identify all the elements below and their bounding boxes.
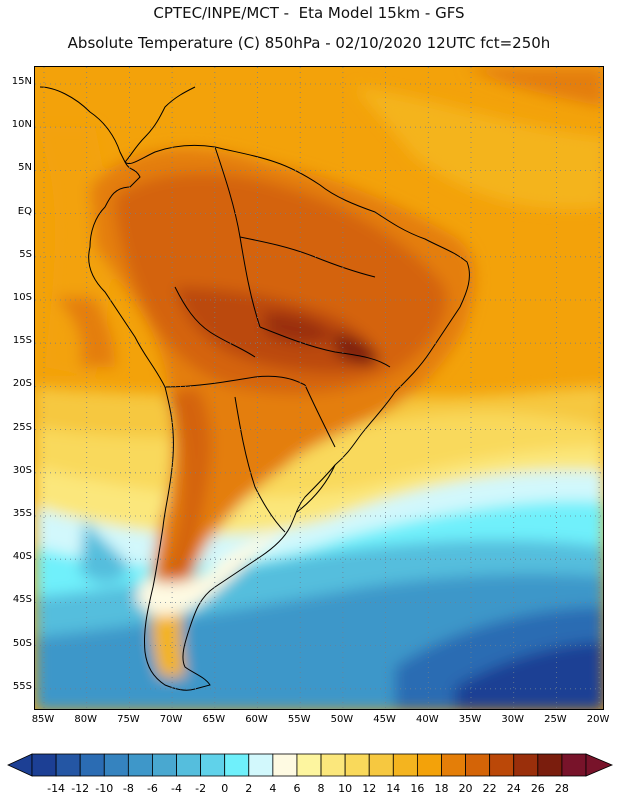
colorbar-swatch: [368, 753, 394, 777]
title-line-2: Absolute Temperature (C) 850hPa - 02/10/…: [67, 34, 551, 52]
colorbar-tick-label: -14: [47, 782, 66, 795]
colorbar-swatch: [537, 753, 563, 777]
colorbar-tick-label: 18: [434, 782, 449, 795]
colorbar-swatch: [344, 753, 370, 777]
lat-label: 10N: [11, 119, 32, 131]
temperature-fields: [35, 67, 603, 709]
lat-label: 15N: [11, 76, 32, 87]
colorbar-tick-label: -10: [95, 782, 114, 795]
lon-label: 75W: [117, 714, 140, 725]
colorbar-tick-label: 26: [530, 782, 545, 795]
lat-label: EQ: [17, 205, 32, 217]
lon-label: 70W: [159, 714, 183, 725]
lon-label: 30W: [501, 714, 524, 725]
colorbar-tick-label: 2: [245, 782, 253, 795]
colorbar-tick-label: 6: [293, 782, 301, 795]
colorbar-tick-label: 20: [458, 782, 473, 795]
lon-label: 85W: [31, 714, 55, 725]
colorbar-tick-label: 10: [338, 782, 353, 795]
colorbar-swatch: [224, 753, 250, 777]
colorbar-swatch: [79, 753, 105, 777]
colorbar-swatch: [55, 753, 81, 777]
lat-label: 10S: [12, 292, 32, 303]
colorbar-tick-label: -2: [195, 782, 207, 795]
colorbar-swatch: [248, 753, 274, 777]
colorbar-max-arrow: [585, 753, 614, 777]
colorbar-swatch: [416, 753, 442, 777]
lon-label: 25W: [544, 714, 567, 725]
colorbar-swatch: [561, 753, 587, 777]
lon-label: 80W: [74, 714, 97, 725]
colorbar-tick-label: 4: [269, 782, 277, 795]
lon-label: 55W: [287, 714, 311, 725]
lat-label: 40S: [12, 551, 32, 563]
colorbar-swatch: [489, 753, 515, 777]
colorbar-swatch: [200, 753, 226, 777]
lat-label: 50S: [12, 637, 32, 649]
coastlines: [39, 86, 470, 691]
colorbar-swatch: [392, 753, 418, 777]
lon-label: 45W: [373, 714, 396, 725]
colorbar-tick-label: 16: [410, 782, 425, 795]
lat-label: 25S: [12, 421, 32, 433]
lon-label: 40W: [415, 714, 439, 725]
title-line-1: CPTEC/INPE/MCT - Eta Model 15km - GFS: [153, 4, 465, 22]
colorbar-tick-label: -8: [122, 782, 134, 795]
grid-lines: [35, 67, 603, 709]
colorbar-swatch: [272, 753, 298, 777]
lat-label: 45S: [12, 594, 32, 606]
colorbar-swatches: [7, 753, 614, 777]
colorbar-tick-label: 14: [386, 782, 401, 795]
colorbar-swatch: [320, 753, 346, 777]
lon-label: 20W: [586, 714, 610, 725]
colorbar-tick-label: 22: [482, 782, 497, 795]
lat-label: 5S: [19, 248, 32, 260]
lat-label: 5N: [18, 162, 32, 174]
colorbar-tick-label: 28: [554, 782, 569, 795]
lon-label: 50W: [330, 714, 354, 725]
lat-label: 30S: [12, 464, 32, 476]
lat-label: 15S: [12, 335, 32, 347]
map-canvas: [35, 67, 603, 709]
colorbar-swatch: [127, 753, 153, 777]
colorbar-tick-label: 24: [506, 782, 521, 795]
colorbar-tick-label: 0: [221, 782, 229, 795]
lat-label: 35S: [12, 508, 32, 519]
lon-label: 35W: [458, 714, 482, 725]
colorbar-min-arrow: [7, 753, 33, 777]
colorbar-swatch: [176, 753, 202, 777]
colorbar-swatch: [465, 753, 491, 777]
colorbar-tick-label: -6: [146, 782, 158, 795]
lat-label: 55S: [12, 680, 32, 692]
colorbar-swatch: [103, 753, 129, 777]
colorbar-tick-label: -4: [171, 782, 182, 795]
colorbar-swatch: [31, 753, 57, 777]
temperature-map: [34, 66, 604, 710]
colorbar-swatch: [152, 753, 177, 777]
colorbar: [0, 750, 618, 800]
colorbar-tick-label: 12: [362, 782, 377, 795]
colorbar-tick-label: 8: [317, 782, 325, 795]
colorbar-swatch: [296, 753, 322, 777]
lon-label: 60W: [245, 714, 268, 725]
lon-label: 65W: [202, 714, 226, 725]
lat-label: 20S: [12, 378, 32, 390]
colorbar-swatch: [513, 753, 539, 777]
colorbar-tick-label: -12: [71, 782, 90, 795]
colorbar-swatch: [441, 753, 466, 777]
